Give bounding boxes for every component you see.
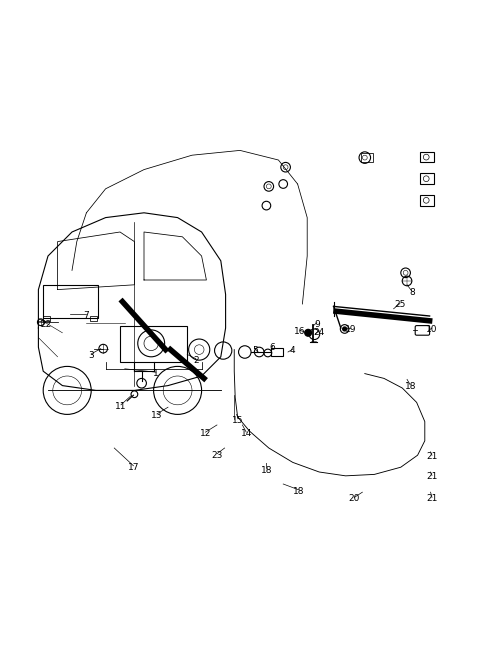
Text: 18: 18 <box>405 382 416 391</box>
Text: 18: 18 <box>293 487 304 496</box>
Text: 21: 21 <box>426 452 438 461</box>
Bar <box>90 316 97 321</box>
Text: 13: 13 <box>151 411 163 420</box>
Bar <box>420 195 434 205</box>
Text: 21: 21 <box>426 472 438 482</box>
Text: 14: 14 <box>240 429 252 438</box>
Circle shape <box>305 329 312 336</box>
Text: 15: 15 <box>232 416 244 424</box>
Text: 19: 19 <box>345 325 356 335</box>
Text: 20: 20 <box>348 495 360 503</box>
Text: 8: 8 <box>409 288 415 297</box>
Text: 17: 17 <box>128 462 139 472</box>
Text: 16: 16 <box>294 327 306 337</box>
Text: 3: 3 <box>88 351 94 360</box>
Circle shape <box>343 327 347 331</box>
Bar <box>120 325 187 361</box>
Bar <box>43 316 50 321</box>
Bar <box>420 173 434 184</box>
Text: 21: 21 <box>426 495 438 503</box>
Text: 23: 23 <box>211 451 223 460</box>
Text: 12: 12 <box>200 429 211 438</box>
Bar <box>420 152 434 163</box>
Text: 5: 5 <box>252 346 258 355</box>
Text: 22: 22 <box>40 319 51 329</box>
Bar <box>361 153 373 163</box>
Text: 24: 24 <box>313 328 325 337</box>
Bar <box>271 348 283 356</box>
Text: 6: 6 <box>270 342 276 352</box>
Text: 11: 11 <box>115 401 127 411</box>
Bar <box>43 285 98 318</box>
Text: 10: 10 <box>426 325 438 334</box>
Text: 9: 9 <box>314 319 320 329</box>
Text: 7: 7 <box>84 310 89 319</box>
Text: 1: 1 <box>153 369 159 378</box>
Text: 25: 25 <box>394 300 406 310</box>
Text: 18: 18 <box>261 466 273 475</box>
Text: 2: 2 <box>193 356 199 365</box>
Text: 4: 4 <box>290 346 296 355</box>
